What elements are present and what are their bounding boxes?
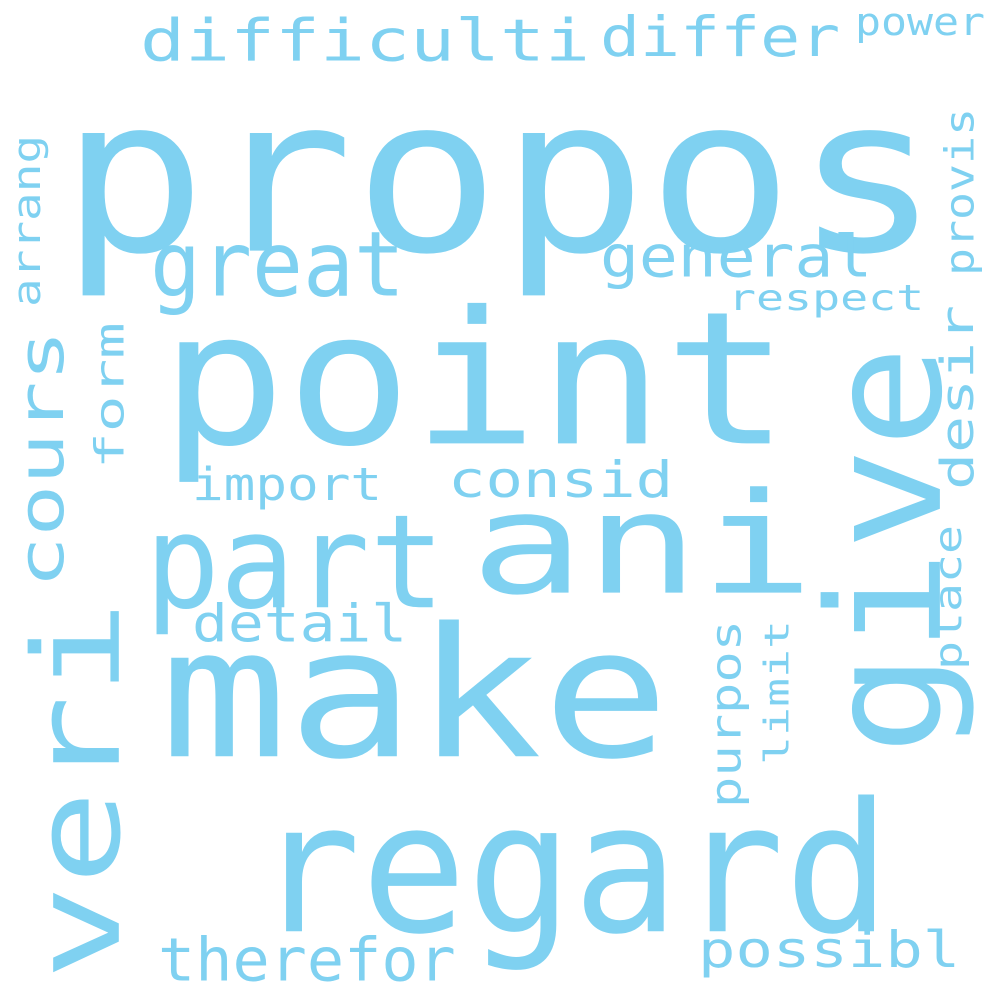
- word-propos: propos: [60, 50, 941, 303]
- word-veri: veri: [7, 600, 148, 980]
- word-differ: differ: [600, 5, 841, 70]
- word-detail: detail: [192, 593, 408, 655]
- word-difficulti: difficulti: [140, 6, 591, 75]
- word-point: point: [160, 271, 791, 488]
- word-form: form: [86, 322, 134, 469]
- word-desir: desir: [930, 304, 984, 490]
- word-ani: ani: [470, 462, 815, 627]
- word-make: make: [160, 588, 670, 800]
- word-regard: regard: [255, 763, 891, 975]
- word-possibl: possibl: [698, 920, 961, 979]
- word-general: general: [600, 222, 873, 291]
- word-limit: limit: [756, 619, 797, 765]
- word-arrang: arrang: [4, 134, 50, 307]
- word-purpos: purpos: [701, 619, 751, 808]
- word-provis: provis: [936, 107, 984, 276]
- word-part: part: [145, 486, 445, 639]
- word-therefor: therefor: [158, 924, 456, 995]
- word-power: power: [855, 0, 986, 45]
- word-place: place: [926, 524, 970, 670]
- word-great: great: [150, 211, 406, 318]
- word-respect: respect: [728, 276, 925, 319]
- word-consid: consid: [448, 450, 674, 509]
- word-cours: cours: [4, 329, 79, 588]
- word-import: import: [192, 457, 383, 511]
